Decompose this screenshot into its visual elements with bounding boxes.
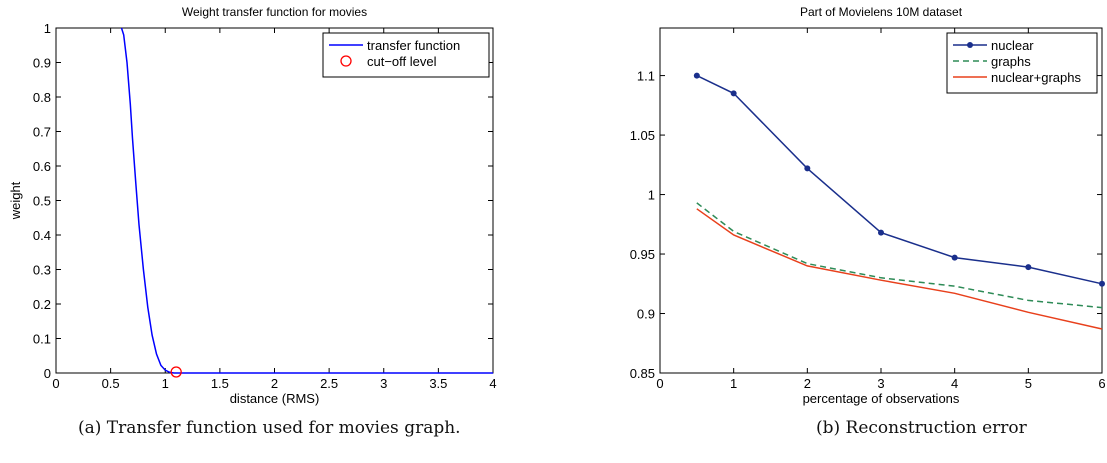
caption-b: (b) Reconstruction error bbox=[816, 418, 1027, 438]
x-tick-label: 1.5 bbox=[211, 376, 229, 391]
y-tick-label: 0.1 bbox=[33, 332, 51, 347]
chart-b: Part of Movielens 10M dataset 0 1 2 3 4 5 6 0.85… bbox=[630, 5, 1106, 406]
y-tick-label: 0.95 bbox=[630, 247, 655, 262]
y-tick-label: 1.05 bbox=[630, 128, 655, 143]
y-tick-label: 0 bbox=[44, 366, 51, 381]
y-tick-label: 1.1 bbox=[637, 69, 655, 84]
y-tick-label: 0.3 bbox=[33, 263, 51, 278]
chart-title: Weight transfer function for movies bbox=[182, 5, 367, 19]
legend-entry-label: transfer function bbox=[367, 38, 460, 53]
chart-title: Part of Movielens 10M dataset bbox=[800, 5, 963, 19]
y-tick-label: 1 bbox=[648, 188, 655, 203]
y-tick-label: 0.9 bbox=[637, 307, 655, 322]
legend-entry-label: nuclear bbox=[991, 38, 1034, 53]
caption-a: (a) Transfer function used for movies gr… bbox=[78, 418, 461, 438]
series-line-0 bbox=[696, 74, 1103, 285]
legend-swatch-marker bbox=[340, 55, 352, 67]
x-tick-label: 5 bbox=[1025, 376, 1032, 391]
x-tick-label: 0.5 bbox=[102, 376, 120, 391]
chart-a: Weight transfer function for movies 0 0.5 1… bbox=[8, 5, 497, 406]
x-tick-label: 6 bbox=[1098, 376, 1105, 391]
y-tick-label: 0.8 bbox=[33, 90, 51, 105]
x-tick-label: 1 bbox=[730, 376, 737, 391]
x-tick-label: 3.5 bbox=[429, 376, 447, 391]
legend-entry-label: nuclear+graphs bbox=[991, 70, 1081, 85]
x-tick-label: 2.5 bbox=[320, 376, 338, 391]
data-point bbox=[1025, 264, 1032, 271]
y-tick-label: 0.2 bbox=[33, 297, 51, 312]
series-line-2 bbox=[696, 208, 1103, 330]
series-line-1 bbox=[696, 202, 1103, 309]
x-tick-label: 0 bbox=[656, 376, 663, 391]
x-axis-label: percentage of observations bbox=[803, 391, 960, 406]
x-tick-label: 2 bbox=[804, 376, 811, 391]
x-tick-label: 3 bbox=[877, 376, 884, 391]
y-tick-label: 0.5 bbox=[33, 194, 51, 209]
x-tick-label: 3 bbox=[380, 376, 387, 391]
data-point bbox=[804, 165, 811, 172]
x-tick-label: 2 bbox=[271, 376, 278, 391]
x-tick-label: 1 bbox=[162, 376, 169, 391]
axes-box bbox=[55, 27, 494, 374]
data-point bbox=[951, 254, 958, 261]
data-point bbox=[693, 72, 700, 79]
y-tick-label: 0.7 bbox=[33, 125, 51, 140]
data-point bbox=[730, 90, 737, 97]
data-point bbox=[170, 366, 182, 378]
legend-swatch-marker bbox=[967, 42, 973, 48]
y-tick-label: 1 bbox=[44, 21, 51, 36]
y-tick-label: 0.9 bbox=[33, 56, 51, 71]
legend-entry-label: graphs bbox=[991, 54, 1031, 69]
legend-box bbox=[322, 32, 490, 78]
y-axis-label: weight bbox=[8, 181, 23, 220]
data-point bbox=[878, 229, 884, 236]
x-tick-label: 0 bbox=[52, 376, 59, 391]
y-tick-label: 0.6 bbox=[33, 159, 51, 174]
series-line-0 bbox=[120, 27, 493, 374]
legend-entry-label: cut−off level bbox=[367, 54, 437, 69]
x-tick-label: 4 bbox=[951, 376, 958, 391]
y-tick-label: 0.4 bbox=[33, 228, 51, 243]
data-point bbox=[1099, 280, 1105, 287]
x-tick-label: 4 bbox=[489, 376, 496, 391]
y-tick-label: 0.85 bbox=[630, 366, 655, 381]
x-axis-label: distance (RMS) bbox=[230, 391, 320, 406]
